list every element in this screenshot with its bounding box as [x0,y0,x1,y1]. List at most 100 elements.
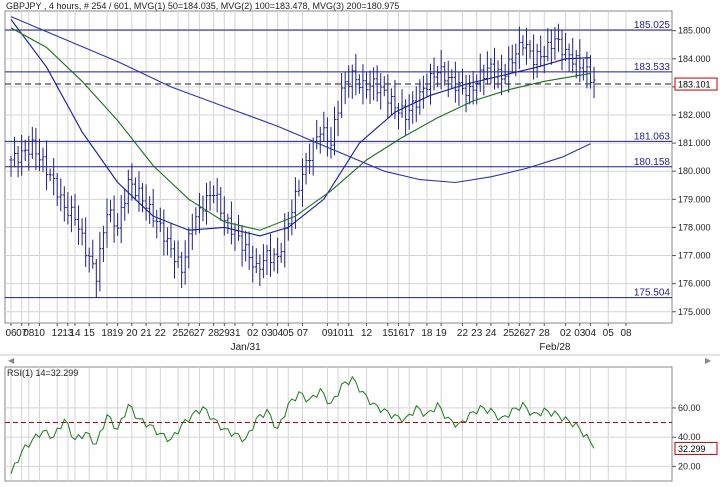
ohlc-bar [180,251,184,288]
time-tick-label: 19 [112,328,124,339]
ohlc-bar [119,194,123,244]
ohlc-bar [258,254,262,287]
time-tick-label: 22 [155,328,167,339]
ohlc-bar [265,244,269,275]
ohlc-bar [293,177,297,229]
ohlc-bar [144,184,148,221]
current-price-box [674,77,718,91]
ohlc-bar [165,227,169,256]
ohlc-bar [73,193,77,226]
time-tick-label: 05 [283,328,295,339]
price-tick-label: 179.000 [678,194,711,204]
ohlc-bar [404,99,408,137]
ohlc-bar [468,74,472,105]
time-tick-label: 25 [173,328,185,339]
ohlc-bar [37,138,41,172]
ohlc-bar [116,213,120,236]
ohlc-bar [564,32,568,61]
ohlc-bar [556,23,560,52]
time-tick-label: 13 [62,328,74,339]
ohlc-bar [571,37,575,73]
ohlc-bar [158,207,162,232]
chart-title: GBPJPY , 4 hours, # 254 / 601, MVG(1) 50… [6,1,399,11]
level-label: 180.158 [634,157,671,168]
ohlc-bar [137,171,141,212]
moving-averages [10,16,591,237]
mvg-line [10,16,591,184]
support-resistance-lines: 185.025 183.533 181.063 180.158 175.504 [5,20,672,299]
ohlc-bar [297,179,301,197]
ohlc-bar [535,43,539,78]
ohlc-bar [251,245,255,283]
rsi-title: RSI(1) 14=32.299 [7,368,78,378]
time-tick-label: 11 [344,328,355,339]
ohlc-bar [322,111,326,142]
time-tick-label: 26 [183,328,195,339]
ohlc-bar [30,127,34,160]
time-tick-label: 17 [404,328,416,339]
price-axis[interactable]: 185.000184.000183.000182.000181.000180.0… [672,26,718,317]
time-tick-label: 06 [5,328,17,339]
splitter-right-arrow-icon[interactable]: ▶ [705,356,712,365]
ohlc-bar [361,64,365,105]
ohlc-bar [574,49,578,79]
ohlc-bar [400,89,404,118]
price-tick-label: 185.000 [678,26,711,36]
ohlc-bar [69,195,73,233]
ohlc-bar [539,35,543,67]
ohlc-bar [105,198,109,248]
ohlc-bar [375,65,379,102]
ohlc-bar [141,183,145,213]
ohlc-bar [269,233,273,277]
time-tick-label: 15 [382,328,394,339]
ohlc-bar [101,225,105,263]
ohlc-bar [354,53,358,96]
ohlc-bar [592,66,596,99]
ohlc-bar [84,217,88,267]
ohlc-bar [507,46,511,93]
rsi-tick-label: 20.00 [678,461,701,471]
time-tick-label: 28 [539,328,551,339]
price-tick-label: 175.000 [678,307,711,317]
ohlc-bar [343,72,347,105]
time-tick-label: 12 [52,328,64,339]
ohlc-bar [155,209,159,239]
ohlc-bar [98,231,102,292]
ohlc-bar [27,135,31,171]
ohlc-bar [133,177,137,201]
level-label: 175.504 [634,288,671,299]
ohlc-bar [20,134,24,176]
ohlc-bar [336,100,340,137]
ohlc-bar [176,240,180,268]
ohlc-bar [581,59,585,81]
splitter-left-arrow-icon[interactable]: ◀ [8,356,15,365]
ohlc-bar [244,230,248,262]
ohlc-bar [532,34,536,80]
ohlc-bar [215,178,219,213]
ohlc-bar [52,158,56,196]
level-label: 183.533 [634,62,671,73]
ohlc-bar [503,63,507,85]
rsi-axis[interactable]: 60.00 40.00 20.00 32.299 [672,403,718,471]
ohlc-bar [62,186,66,222]
time-tick-label: 18 [101,328,113,339]
ohlc-bar [439,50,443,90]
ohlc-bar [187,227,191,269]
ohlc-bar [276,237,280,274]
ohlc-bar [421,75,425,109]
rsi-current-value: 32.299 [678,444,706,454]
ohlc-bar [407,94,411,130]
ohlc-bar [183,240,187,285]
ohlc-bar [546,28,550,62]
ohlc-bar [308,143,312,174]
time-tick-label: 22 [457,328,469,339]
ohlc-bar [432,57,436,91]
ohlc-bar [365,72,368,99]
ohlc-bar [13,136,17,168]
ohlc-bar [329,126,333,159]
ohlc-bar [414,86,418,123]
price-tick-label: 182.000 [678,110,711,120]
ohlc-bar [148,196,152,224]
ohlc-bar [560,30,564,71]
